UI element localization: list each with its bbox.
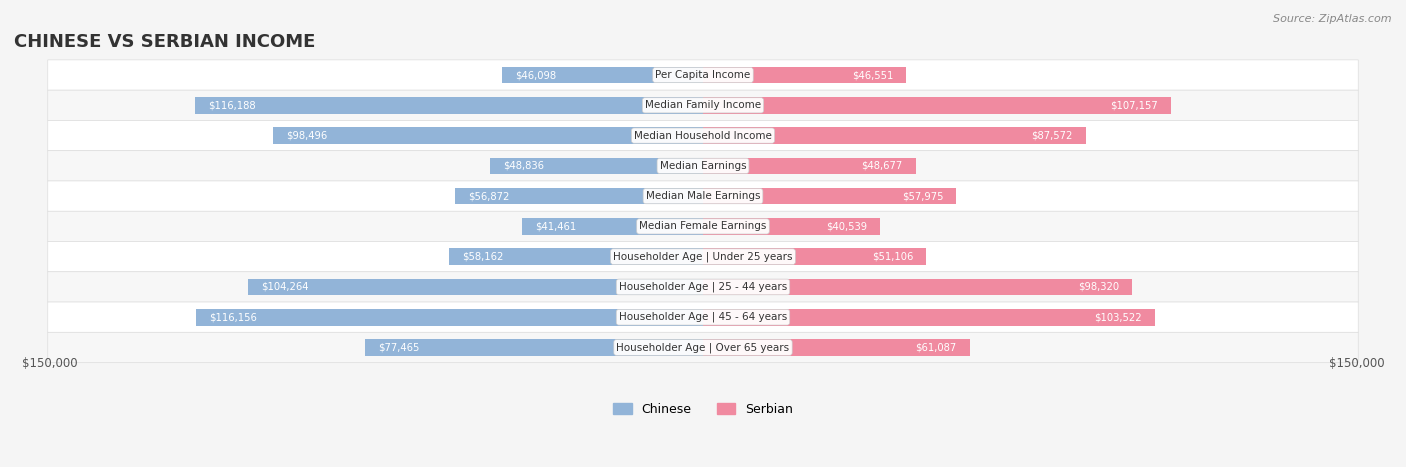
Legend: Chinese, Serbian: Chinese, Serbian [607, 398, 799, 421]
FancyBboxPatch shape [48, 272, 1358, 302]
Bar [449, 248, 703, 265]
Text: Householder Age | 45 - 64 years: Householder Age | 45 - 64 years [619, 312, 787, 322]
Text: $116,156: $116,156 [208, 312, 256, 322]
Bar [247, 279, 703, 295]
Bar [703, 279, 1132, 295]
FancyBboxPatch shape [48, 302, 1358, 333]
FancyBboxPatch shape [48, 333, 1358, 363]
Bar [489, 157, 703, 174]
Text: $107,157: $107,157 [1111, 100, 1159, 110]
Text: $51,106: $51,106 [872, 252, 912, 262]
FancyBboxPatch shape [48, 151, 1358, 181]
Bar [703, 188, 956, 205]
Text: $77,465: $77,465 [378, 342, 419, 353]
Bar [703, 67, 907, 84]
Bar [273, 127, 703, 144]
FancyBboxPatch shape [48, 90, 1358, 120]
Text: $48,836: $48,836 [503, 161, 544, 171]
Text: $103,522: $103,522 [1094, 312, 1142, 322]
Text: $56,872: $56,872 [468, 191, 509, 201]
Text: $150,000: $150,000 [21, 357, 77, 370]
Text: Median Female Earnings: Median Female Earnings [640, 221, 766, 232]
Text: $150,000: $150,000 [1329, 357, 1385, 370]
Text: $40,539: $40,539 [825, 221, 868, 232]
Text: Median Family Income: Median Family Income [645, 100, 761, 110]
Text: $57,975: $57,975 [901, 191, 943, 201]
Bar [195, 309, 703, 325]
Text: $104,264: $104,264 [260, 282, 308, 292]
Text: $46,098: $46,098 [515, 70, 555, 80]
Text: Median Household Income: Median Household Income [634, 131, 772, 141]
Text: $58,162: $58,162 [463, 252, 503, 262]
FancyBboxPatch shape [48, 211, 1358, 241]
Bar [195, 97, 703, 113]
Text: $61,087: $61,087 [915, 342, 956, 353]
Text: $87,572: $87,572 [1031, 131, 1073, 141]
Text: $98,496: $98,496 [285, 131, 328, 141]
Text: $41,461: $41,461 [536, 221, 576, 232]
Text: Householder Age | 25 - 44 years: Householder Age | 25 - 44 years [619, 282, 787, 292]
Bar [703, 248, 927, 265]
Text: $98,320: $98,320 [1078, 282, 1119, 292]
Text: $48,677: $48,677 [862, 161, 903, 171]
Bar [522, 218, 703, 235]
FancyBboxPatch shape [48, 60, 1358, 90]
Text: Householder Age | Over 65 years: Householder Age | Over 65 years [616, 342, 790, 353]
Text: $46,551: $46,551 [852, 70, 893, 80]
Bar [703, 218, 880, 235]
Text: Householder Age | Under 25 years: Householder Age | Under 25 years [613, 251, 793, 262]
Text: Median Earnings: Median Earnings [659, 161, 747, 171]
FancyBboxPatch shape [48, 120, 1358, 151]
Bar [703, 339, 970, 356]
Bar [364, 339, 703, 356]
Bar [502, 67, 703, 84]
Bar [703, 309, 1156, 325]
Text: Source: ZipAtlas.com: Source: ZipAtlas.com [1274, 14, 1392, 24]
Bar [703, 127, 1085, 144]
Text: Per Capita Income: Per Capita Income [655, 70, 751, 80]
Bar [454, 188, 703, 205]
FancyBboxPatch shape [48, 181, 1358, 212]
Bar [703, 157, 915, 174]
Text: $116,188: $116,188 [208, 100, 256, 110]
Text: CHINESE VS SERBIAN INCOME: CHINESE VS SERBIAN INCOME [14, 33, 315, 51]
Bar [703, 97, 1171, 113]
Text: Median Male Earnings: Median Male Earnings [645, 191, 761, 201]
FancyBboxPatch shape [48, 241, 1358, 272]
